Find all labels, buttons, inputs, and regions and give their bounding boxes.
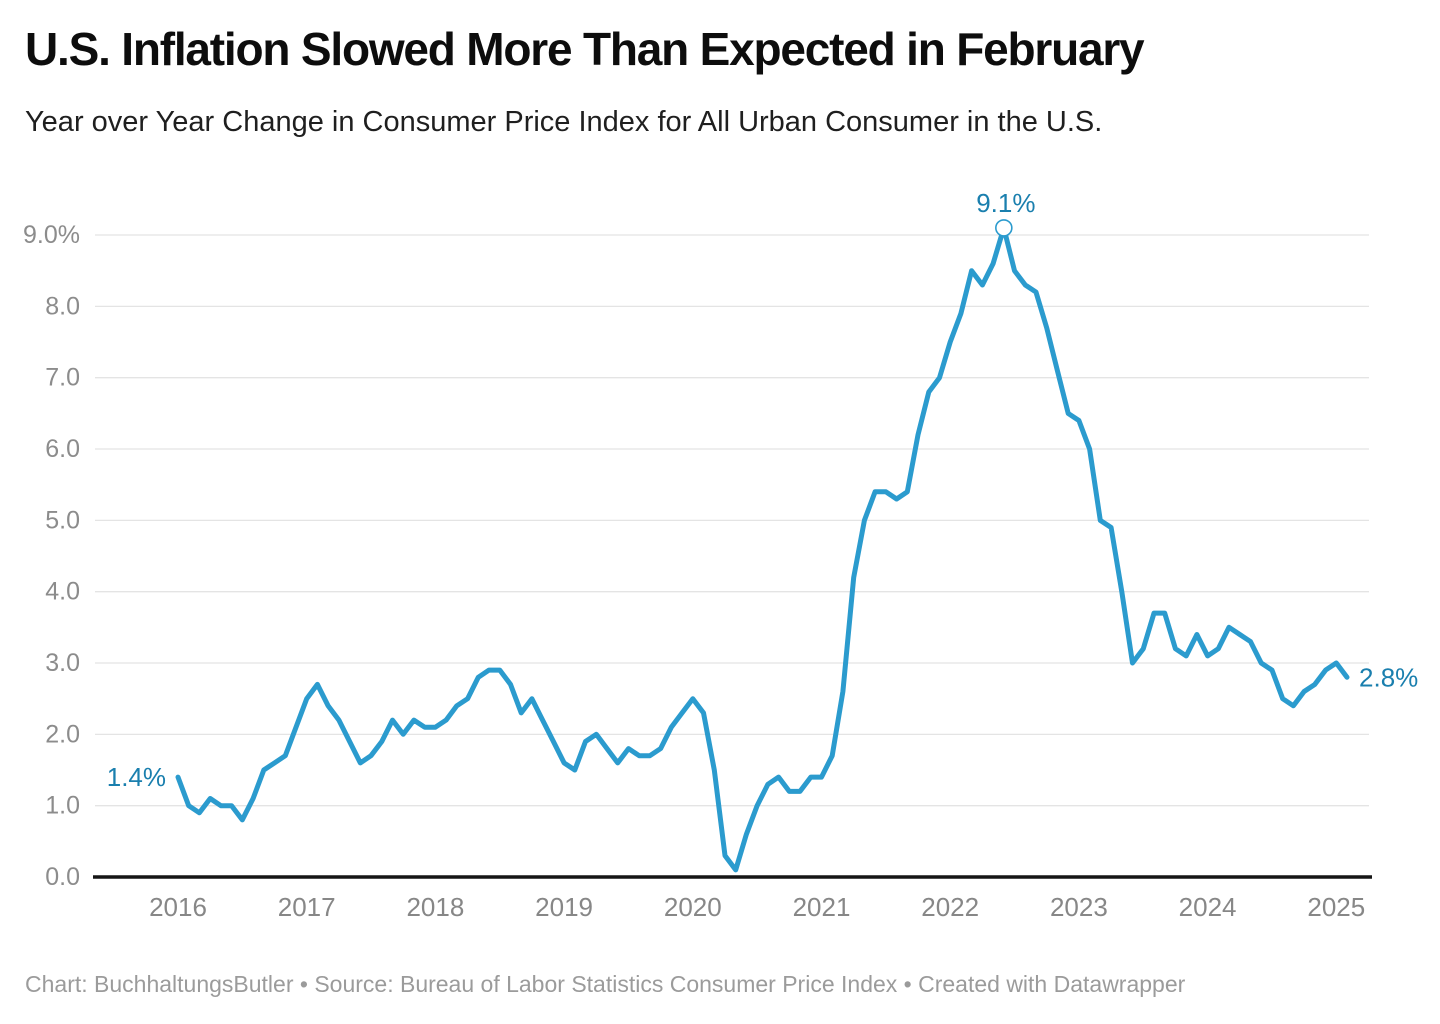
annotation-peak-value: 9.1% [976,188,1035,218]
x-axis-labels: 2016 2017 2018 2019 2020 2021 2022 2023 2024 2025 [149,892,1365,922]
inflation-line [175,225,1350,873]
x-tick-label: 2024 [1179,892,1237,922]
attribution-footer: Chart: BuchhaltungsButler • Source: Bure… [25,971,1186,997]
y-tick-label: 2.0 [45,720,80,748]
chart-subtitle: Year over Year Change in Consumer Price … [25,106,1103,138]
y-tick-label: 7.0 [45,364,80,392]
y-tick-label: 6.0 [45,435,80,463]
y-tick-label: 9.0% [23,221,80,249]
y-axis-labels: 0.0 1.0 2.0 3.0 4.0 5.0 6.0 7.0 8.0 9.0% [23,221,80,891]
y-tick-label: 4.0 [45,578,80,606]
chart-title: U.S. Inflation Slowed More Than Expected… [25,23,1145,75]
x-tick-label: 2019 [535,892,593,922]
y-tick-label: 8.0 [45,292,80,320]
y-tick-label: 3.0 [45,649,80,677]
x-tick-label: 2022 [921,892,979,922]
x-tick-label: 2020 [664,892,722,922]
x-tick-label: 2018 [406,892,464,922]
y-tick-label: 0.0 [45,863,80,891]
annotation-first-value: 1.4% [107,762,166,792]
y-tick-label: 5.0 [45,506,80,534]
gridlines [93,234,1372,879]
data-point-markers [995,219,1013,237]
x-tick-label: 2025 [1307,892,1365,922]
x-tick-label: 2016 [149,892,207,922]
x-tick-label: 2021 [793,892,851,922]
x-tick-label: 2023 [1050,892,1108,922]
peak-marker-circle [995,219,1013,237]
annotation-last-value: 2.8% [1359,662,1418,692]
x-tick-label: 2017 [278,892,336,922]
y-tick-label: 1.0 [45,792,80,820]
